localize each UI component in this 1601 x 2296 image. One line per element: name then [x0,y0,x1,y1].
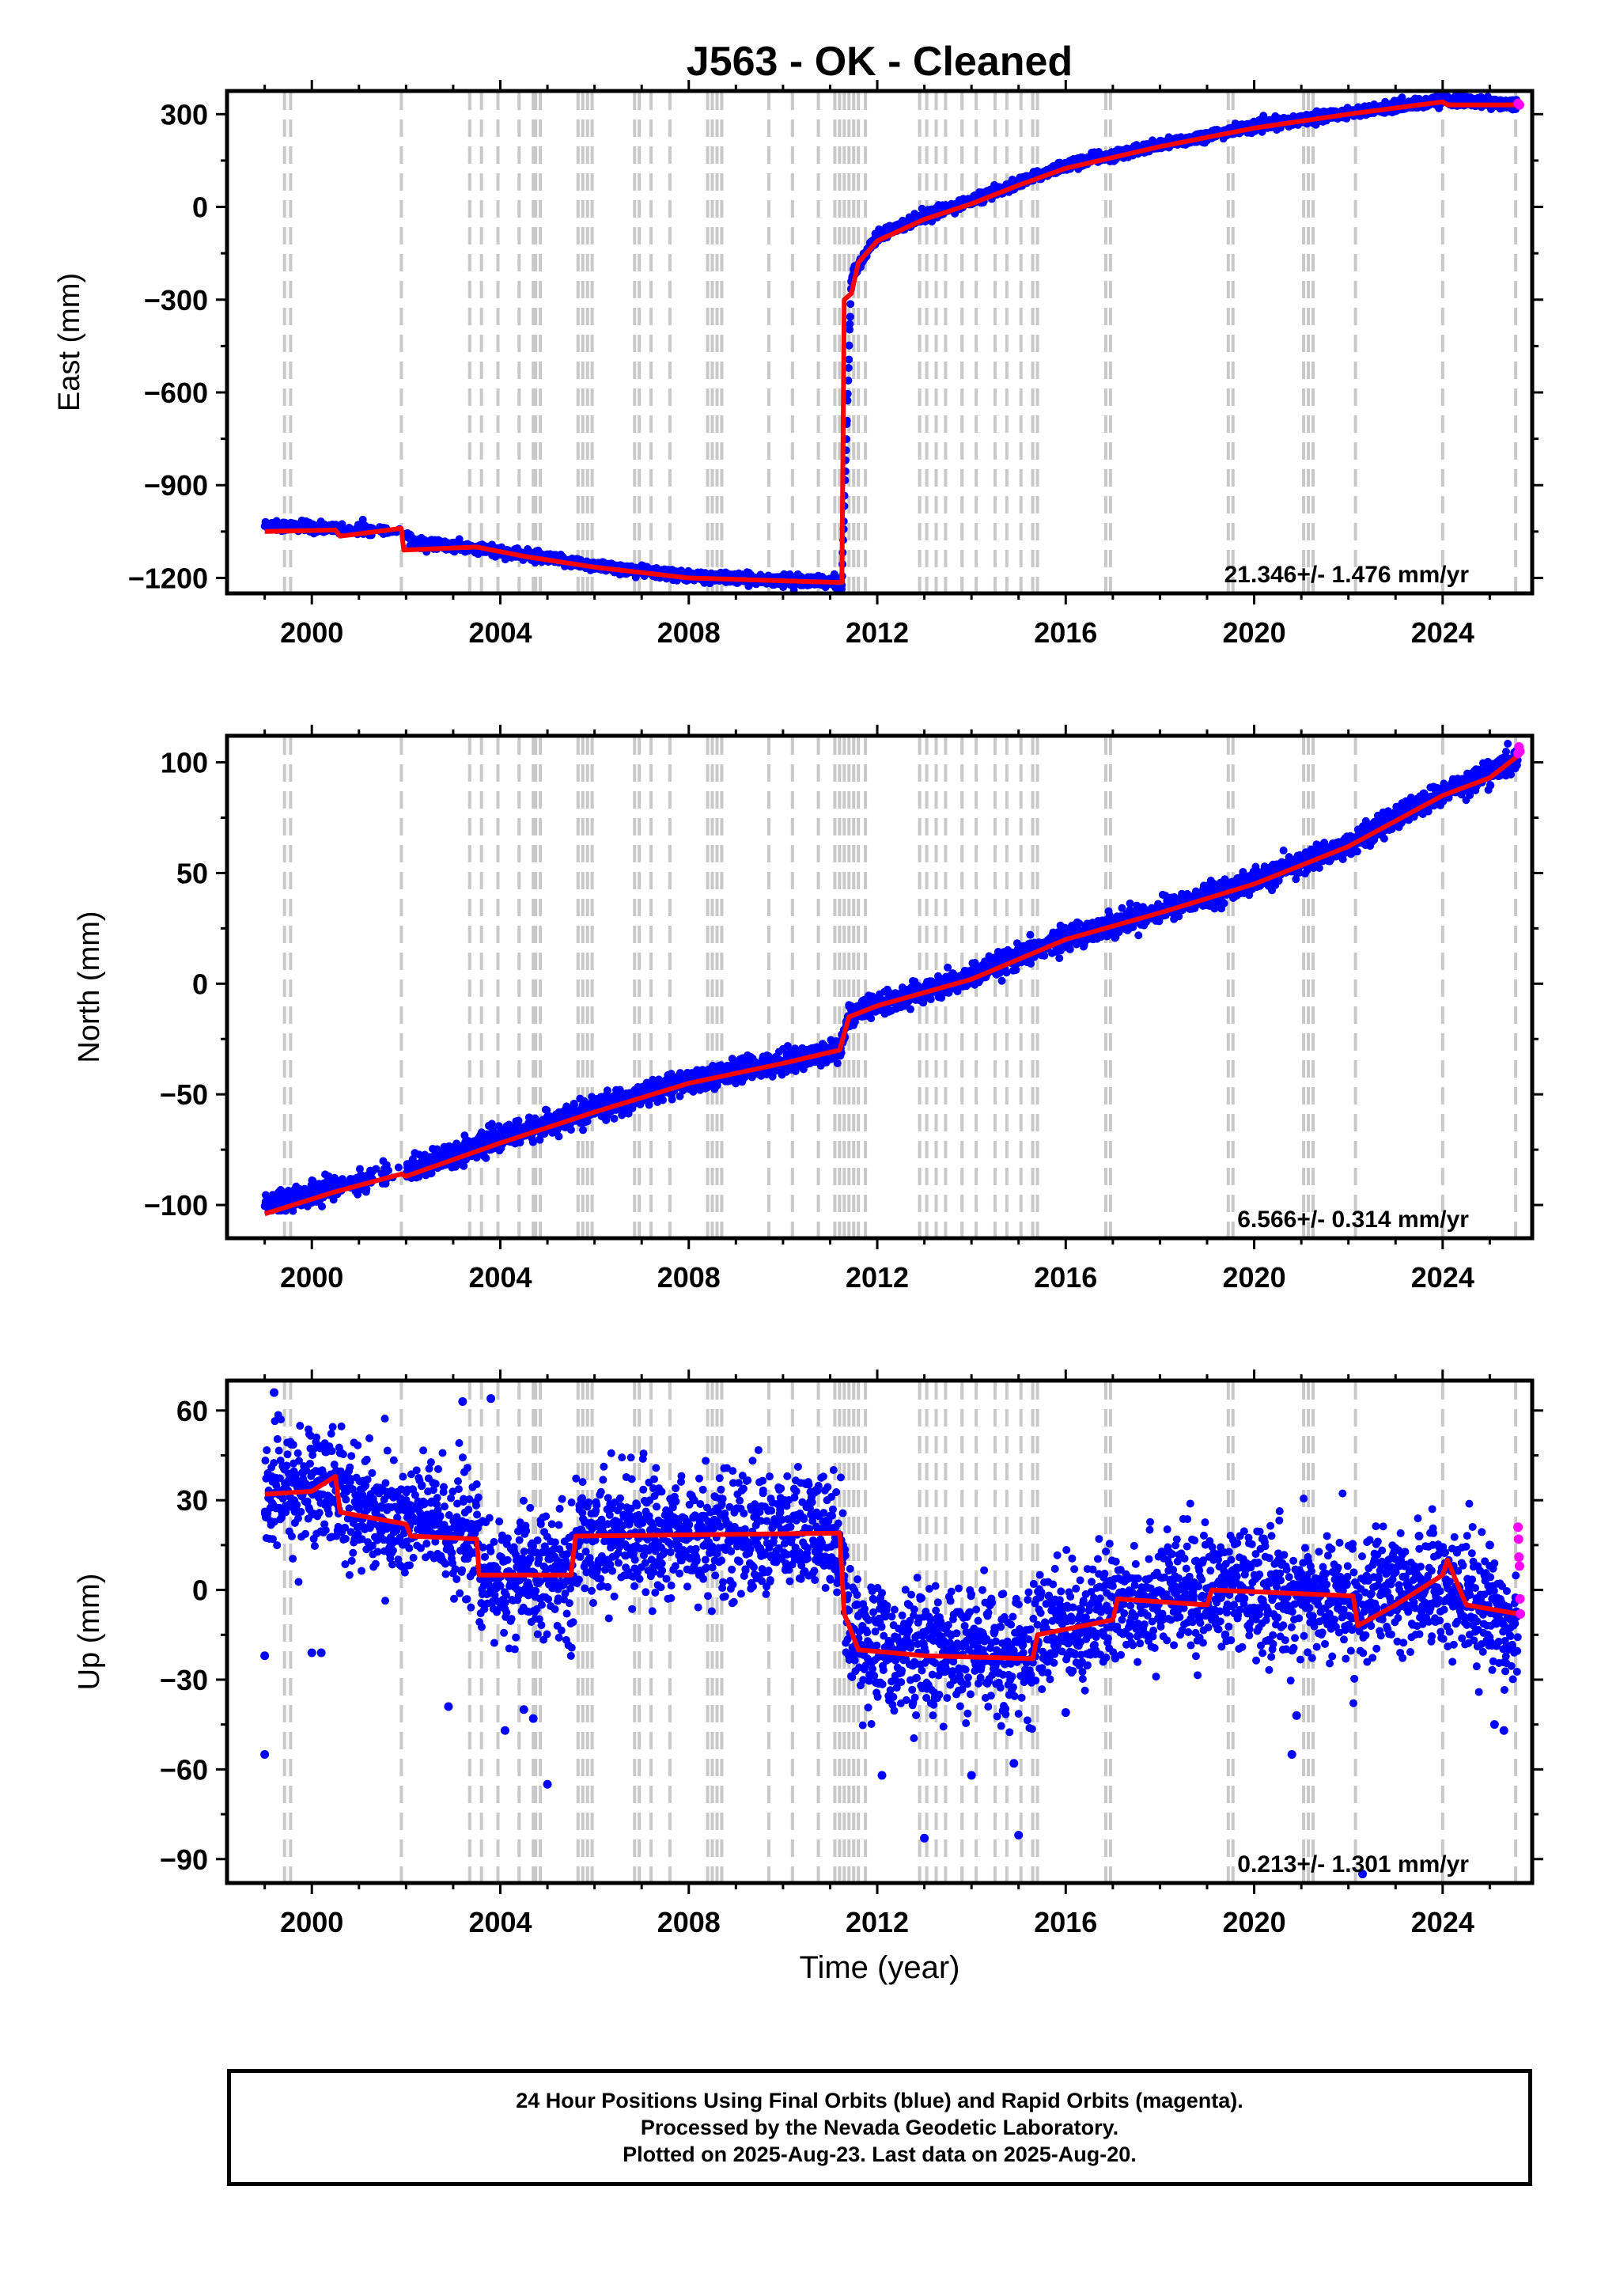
data-point [846,300,855,309]
data-point [844,376,853,385]
data-point [460,1161,468,1170]
east-velocity-label: 21.346+/- 1.476 mm/yr [1224,562,1470,588]
y-tick-label: 300 [161,98,208,131]
rapid-point [1514,100,1524,110]
data-point [394,1163,403,1172]
east-rapid-points [1513,98,1524,110]
data-point [845,355,853,364]
north-final-points [260,739,1522,1215]
data-point [536,1135,544,1144]
x-tick-label: 2000 [280,616,343,649]
data-point [844,363,853,372]
data-point [543,1106,551,1115]
data-point [355,1165,364,1173]
east-y-label: East (mm) [53,273,86,411]
data-point [846,313,854,321]
data-point [566,1126,575,1135]
y-tick-label: −600 [144,377,208,409]
x-tick-label: 2024 [1411,616,1474,649]
panel-east: 2000 2004 2008 2012 2016 2020 2024 300 0 −300 −600… [53,80,1543,649]
data-point [318,1202,327,1211]
data-point [514,1116,523,1125]
data-point [645,1101,653,1109]
data-point [610,1114,619,1123]
data-point [659,1096,668,1104]
data-point [329,1195,338,1204]
data-point [554,1132,563,1141]
x-tick-label: 2016 [1034,616,1097,649]
data-point [289,1207,297,1215]
data-point [579,1126,588,1135]
east-final-points [260,91,1522,593]
x-tick-label: 2020 [1223,616,1286,649]
data-point [1258,127,1266,136]
x-tick-label: 2012 [846,616,909,649]
east-x-axis: 2000 2004 2008 2012 2016 2020 2024 [263,80,1491,649]
y-tick-label: 0 [192,191,208,224]
data-point [487,1120,496,1128]
data-point [482,1154,490,1162]
data-point [528,1138,537,1146]
east-model-line [264,99,1519,585]
data-point [846,320,854,328]
data-point [603,1086,611,1095]
east-frame [225,89,1535,596]
data-point [570,1101,578,1109]
y-tick-label: −1200 [128,562,208,594]
data-point [845,341,853,350]
panel-north: 2000 2004 2008 2012 2016 2020 2024100500−50−10… [73,725,1543,1294]
data-point [384,1166,392,1175]
x-tick-label: 2004 [468,616,532,649]
data-point [362,1184,371,1193]
event-lines [282,93,1518,592]
y-tick-label: −900 [144,469,208,502]
data-point [668,1095,676,1104]
data-point [372,1165,380,1173]
figure-title: J563 - OK - Cleaned [687,39,1073,85]
panels: 2000 2004 2008 2012 2016 2020 2024 300 0 −300 −600… [53,80,1543,1938]
x-tick-label: 2008 [657,616,721,649]
east-y-axis: 300 0 −300 −600 −900 −1200 [128,98,1543,594]
y-tick-label: −300 [144,284,208,316]
